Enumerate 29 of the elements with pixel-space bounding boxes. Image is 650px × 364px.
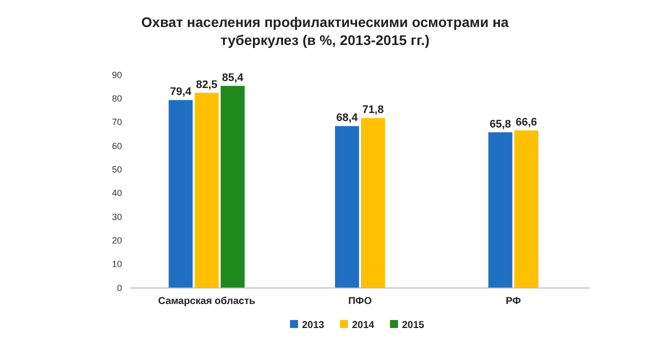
bar	[514, 130, 538, 288]
data-label: 85,4	[222, 72, 244, 84]
y-tick-label: 50	[112, 164, 122, 175]
y-tick-label: 70	[112, 117, 122, 128]
legend-label: 2014	[352, 320, 375, 331]
x-tick-label: РФ	[506, 296, 522, 307]
data-label: 65,8	[490, 118, 512, 130]
bar	[220, 86, 245, 288]
x-tick-label: Самарская область	[158, 296, 256, 307]
y-tick-label: 80	[112, 94, 122, 104]
data-label: 82,5	[196, 78, 218, 91]
y-tick-label: 60	[112, 140, 122, 151]
y-tick-label: 20	[112, 236, 122, 246]
x-tick-label: ПФО	[348, 296, 372, 307]
data-label: 71,8	[362, 104, 384, 116]
legend-label: 2015	[402, 320, 425, 331]
y-tick-label: 10	[112, 259, 122, 270]
data-label: 79,4	[170, 86, 192, 98]
data-label: 66,6	[516, 116, 538, 128]
legend-label: 2013	[302, 320, 325, 331]
chart-title: Охват населения профилактическими осмотрами на туберкулез (в %, 2013-2015 гг.)	[141, 14, 509, 48]
y-tick-label: 90	[112, 70, 122, 80]
bar	[194, 92, 219, 288]
y-tick-label: 40	[112, 188, 122, 198]
y-tick-label: 30	[112, 212, 122, 222]
bar	[168, 100, 193, 288]
data-label: 68,4	[336, 112, 359, 124]
y-tick-label: 0	[116, 282, 122, 293]
bar	[488, 132, 512, 288]
